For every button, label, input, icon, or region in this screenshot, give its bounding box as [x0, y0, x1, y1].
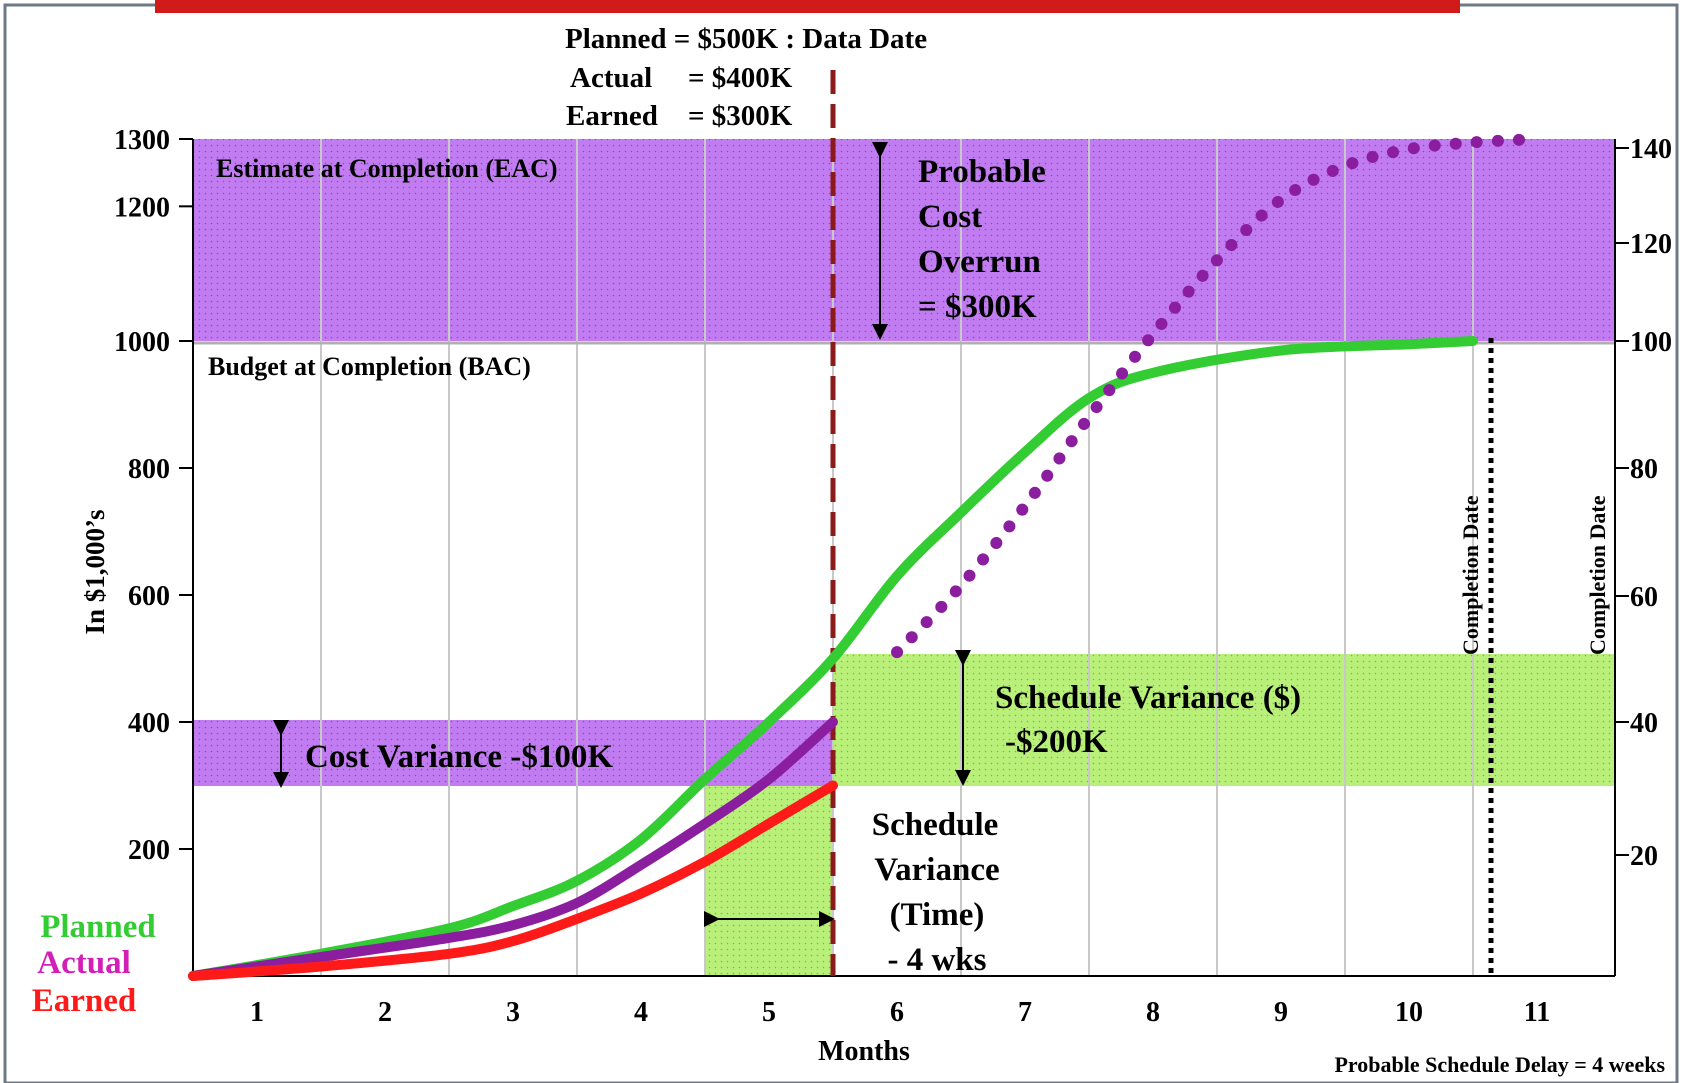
cost-variance-zone-dots	[193, 720, 833, 786]
header-planned: Planned = $500K : Data Date	[565, 23, 927, 55]
y-left-tick-label: 200	[128, 835, 170, 866]
y-right-tick-label: 20	[1630, 841, 1658, 872]
y-right-tick-label: 80	[1630, 454, 1658, 485]
cost-variance-label: Cost Variance -$100K	[305, 739, 613, 775]
legend-actual: Actual	[37, 945, 131, 981]
header-earned-value: = $300K	[688, 100, 793, 132]
sv-dollar-label-1: Schedule Variance ($)	[995, 680, 1301, 716]
bac-label: Budget at Completion (BAC)	[208, 352, 531, 381]
x-tick-label: 9	[1274, 997, 1288, 1028]
x-tick-label: 2	[378, 997, 392, 1028]
eac-label: Estimate at Completion (EAC)	[216, 154, 558, 183]
series-earned	[188, 780, 838, 981]
axes: 2004006008001000120013002040608010012014…	[114, 125, 1672, 1028]
x-tick-label: 4	[634, 997, 648, 1028]
y-left-tick-label: 800	[128, 454, 170, 485]
x-tick-label: 11	[1524, 997, 1550, 1028]
completion-date-label-forecast: Completion Date	[1585, 495, 1610, 655]
series-actual	[188, 717, 838, 981]
series-actual-forecast	[891, 133, 1543, 659]
x-tick-label: 7	[1018, 997, 1032, 1028]
sv-time-label-1: Schedule	[872, 807, 999, 843]
y-left-tick-label: 1200	[114, 192, 170, 223]
overrun-label-3: Overrun	[918, 244, 1041, 280]
overrun-label-2: Cost	[918, 199, 982, 235]
completion-date-label-planned: Completion Date	[1458, 495, 1483, 655]
schedule-variance-zone-dots	[833, 654, 1615, 786]
y-right-tick-label: 60	[1630, 582, 1658, 613]
sv-dollar-label-2: -$200K	[1005, 724, 1108, 760]
header-earned-label: Earned	[566, 100, 658, 132]
y-left-tick-label: 1000	[114, 327, 170, 358]
legend-earned: Earned	[32, 983, 137, 1019]
header-actual-value: = $400K	[688, 62, 793, 94]
y-left-tick-label: 600	[128, 581, 170, 612]
x-tick-label: 6	[890, 997, 904, 1028]
top-banner	[155, 0, 1460, 13]
x-axis-title: Months	[818, 1036, 910, 1067]
y-left-tick-label: 1300	[114, 125, 170, 156]
sv-time-label-4: - 4 wks	[887, 942, 986, 978]
schedule-delay-note: Probable Schedule Delay = 4 weeks	[1334, 1052, 1665, 1077]
legend-planned: Planned	[40, 909, 156, 945]
overrun-label-1: Probable	[918, 154, 1046, 190]
x-tick-label: 1	[250, 997, 264, 1028]
time-variance-zone-dots	[705, 786, 833, 976]
series-layer	[188, 133, 1543, 981]
x-tick-label: 8	[1146, 997, 1160, 1028]
y-right-tick-label: 140	[1630, 134, 1672, 165]
x-tick-label: 5	[762, 997, 776, 1028]
sv-time-label-2: Variance	[874, 852, 999, 888]
y-axis-title: In $1,000’s	[80, 509, 110, 634]
sv-time-label-3: (Time)	[890, 897, 985, 933]
x-tick-label: 10	[1395, 997, 1423, 1028]
y-right-tick-label: 120	[1630, 229, 1672, 260]
y-right-tick-label: 100	[1630, 327, 1672, 358]
eac-zone-dots	[193, 139, 1615, 341]
x-tick-label: 3	[506, 997, 520, 1028]
overrun-label-4: = $300K	[918, 289, 1037, 325]
y-left-tick-label: 400	[128, 708, 170, 739]
series-planned	[188, 336, 1478, 981]
header-actual-label: Actual	[570, 62, 652, 94]
y-right-tick-label: 40	[1630, 708, 1658, 739]
